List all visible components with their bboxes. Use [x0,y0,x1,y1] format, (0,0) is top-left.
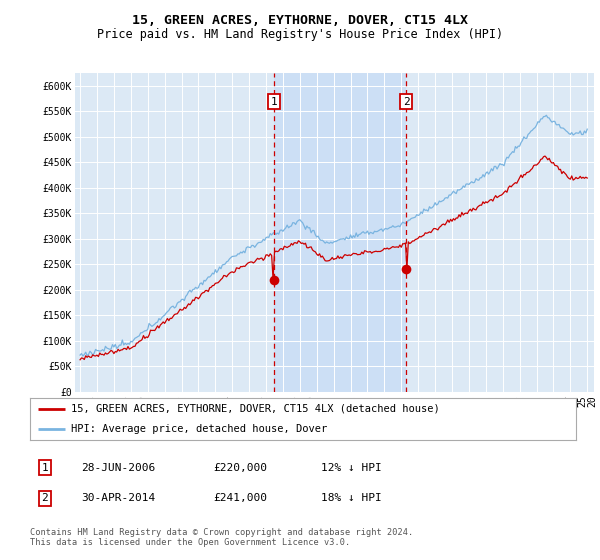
Text: £241,000: £241,000 [213,493,267,503]
Text: 1: 1 [41,463,49,473]
Text: Price paid vs. HM Land Registry's House Price Index (HPI): Price paid vs. HM Land Registry's House … [97,28,503,41]
Text: 1: 1 [271,96,277,106]
Bar [274,73,406,392]
Text: 15, GREEN ACRES, EYTHORNE, DOVER, CT15 4LX (detached house): 15, GREEN ACRES, EYTHORNE, DOVER, CT15 4… [71,404,440,413]
Text: 28-JUN-2006: 28-JUN-2006 [81,463,155,473]
Text: 2: 2 [403,96,410,106]
Text: 15, GREEN ACRES, EYTHORNE, DOVER, CT15 4LX: 15, GREEN ACRES, EYTHORNE, DOVER, CT15 4… [132,14,468,27]
Text: 30-APR-2014: 30-APR-2014 [81,493,155,503]
Text: Contains HM Land Registry data © Crown copyright and database right 2024.
This d: Contains HM Land Registry data © Crown c… [30,528,413,547]
Text: £220,000: £220,000 [213,463,267,473]
Text: HPI: Average price, detached house, Dover: HPI: Average price, detached house, Dove… [71,424,327,433]
Text: 12% ↓ HPI: 12% ↓ HPI [321,463,382,473]
Text: 18% ↓ HPI: 18% ↓ HPI [321,493,382,503]
Text: 2: 2 [41,493,49,503]
